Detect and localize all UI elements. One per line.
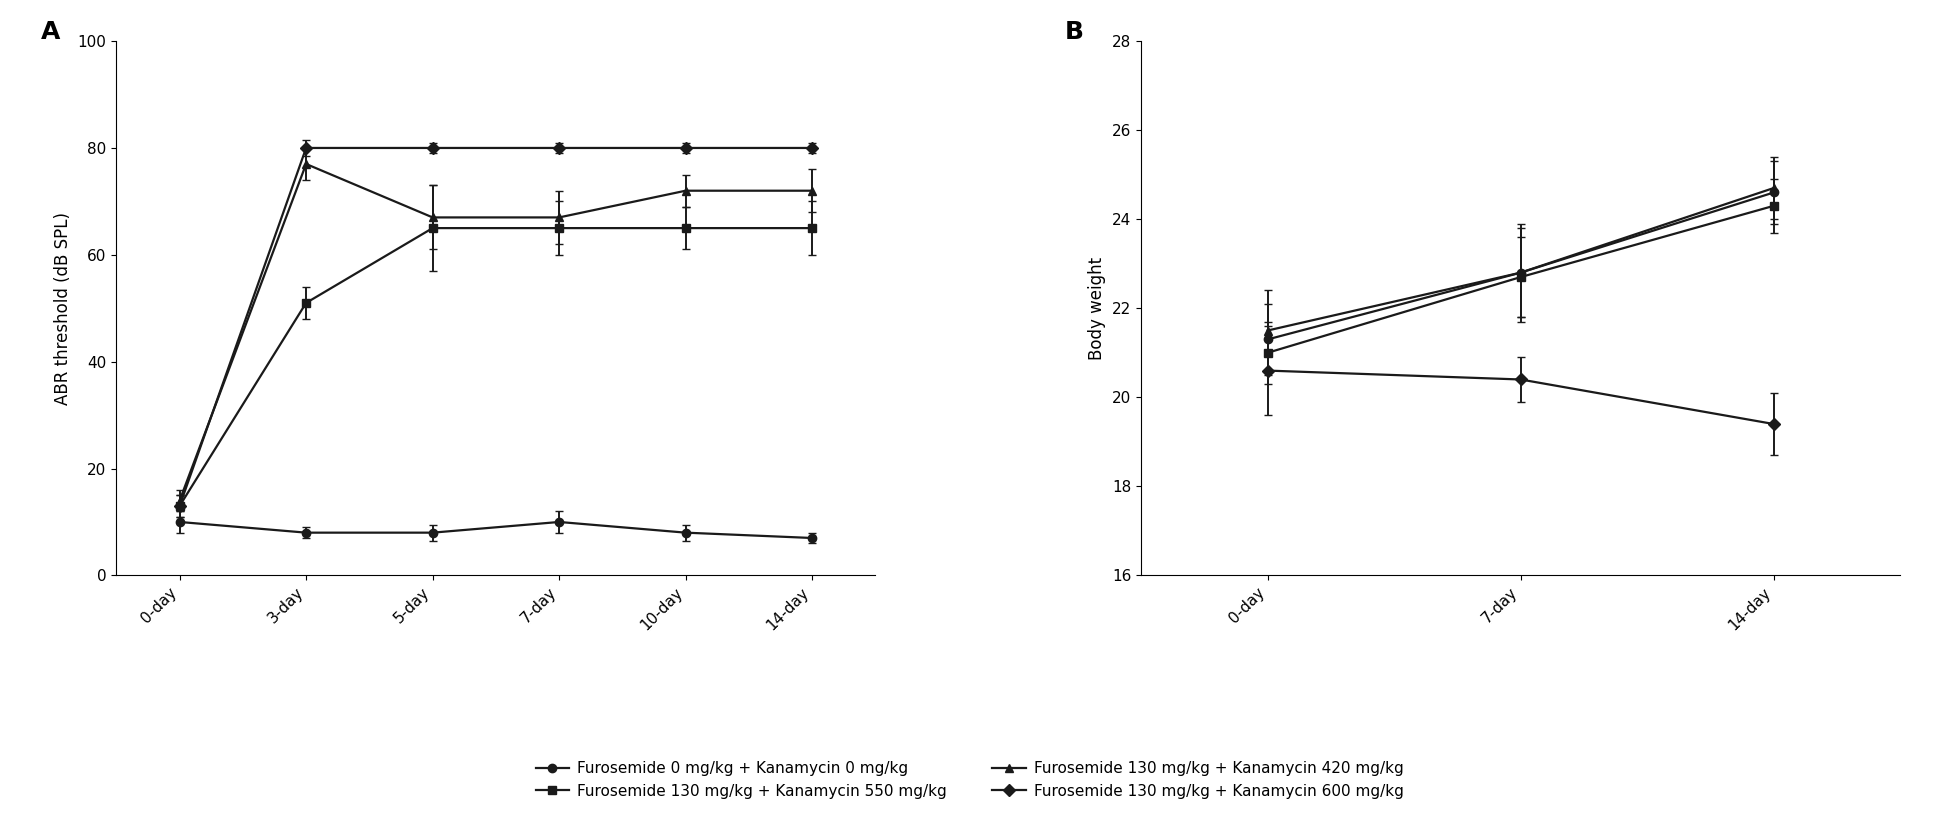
Y-axis label: ABR threshold (dB SPL): ABR threshold (dB SPL): [54, 212, 72, 404]
Legend: Furosemide 0 mg/kg + Kanamycin 0 mg/kg, Furosemide 130 mg/kg + Kanamycin 550 mg/: Furosemide 0 mg/kg + Kanamycin 0 mg/kg, …: [527, 753, 1412, 806]
Text: B: B: [1065, 20, 1084, 44]
Y-axis label: Body weight: Body weight: [1088, 256, 1107, 360]
Text: A: A: [41, 20, 60, 44]
